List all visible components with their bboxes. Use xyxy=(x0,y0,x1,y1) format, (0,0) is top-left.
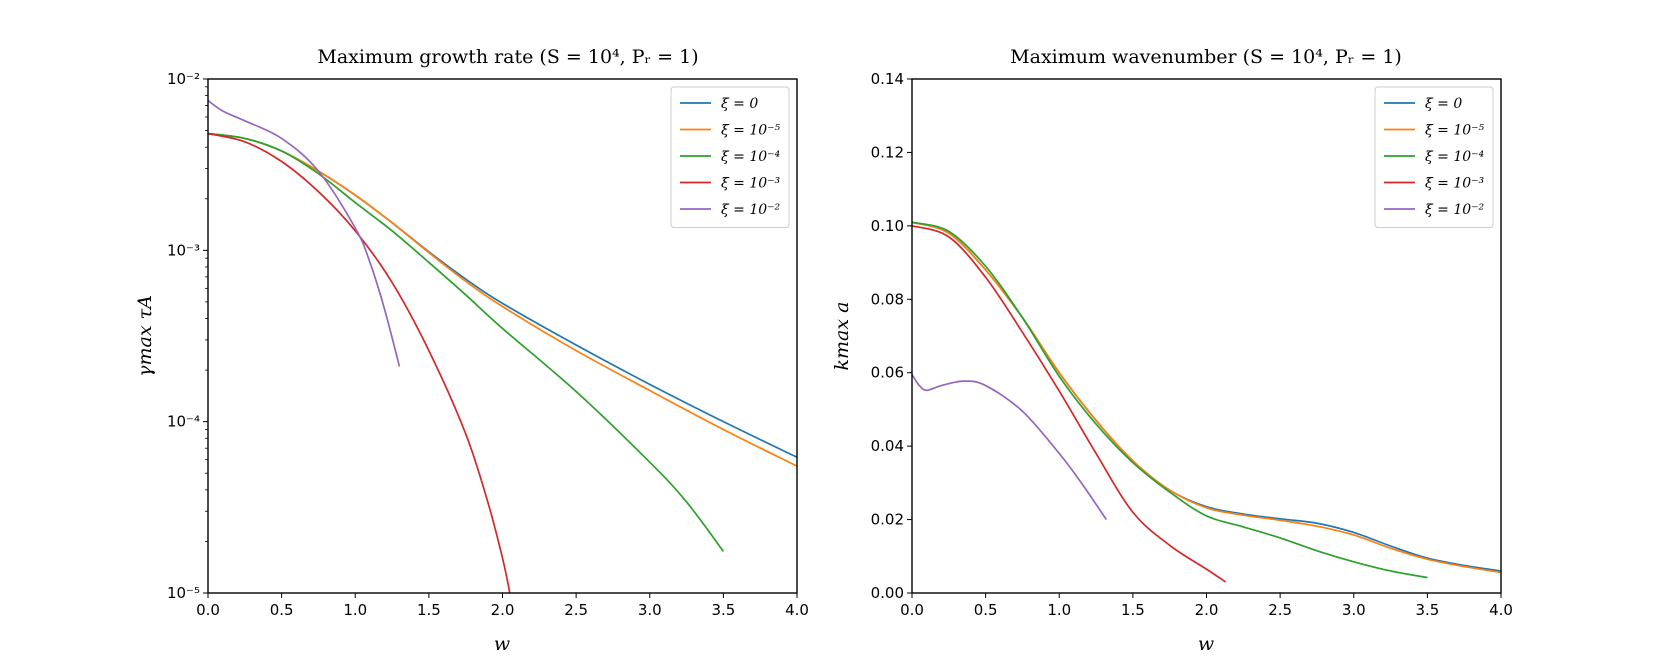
growth-rate-xlabel: w xyxy=(494,633,510,655)
growth-rate-xtick-label: 4.0 xyxy=(785,601,809,619)
growth-rate-legend-label: ξ = 10⁻³ xyxy=(721,176,781,192)
wavenumber-ytick-label: 0.00 xyxy=(871,584,904,602)
wavenumber-ytick-label: 0.10 xyxy=(871,217,904,235)
wavenumber-xtick-label: 0.0 xyxy=(900,601,924,619)
growth-rate-ytick-label: 10⁻³ xyxy=(167,241,200,259)
wavenumber-legend-label: ξ = 10⁻³ xyxy=(1425,176,1485,192)
growth-rate-xtick-label: 1.0 xyxy=(343,601,367,619)
growth-rate-ytick-label: 10⁻² xyxy=(167,70,200,88)
wavenumber-xtick-label: 2.0 xyxy=(1195,601,1219,619)
wavenumber-ytick-label: 0.02 xyxy=(871,511,904,529)
wavenumber-legend-label: ξ = 0 xyxy=(1425,96,1462,112)
wavenumber-xtick-label: 1.5 xyxy=(1121,601,1145,619)
growth-rate-legend-label: ξ = 10⁻² xyxy=(721,202,781,218)
wavenumber-ytick-label: 0.14 xyxy=(871,70,904,88)
growth-rate-legend-label: ξ = 0 xyxy=(721,96,758,112)
wavenumber-xlabel: w xyxy=(1198,633,1214,655)
growth-rate-xtick-label: 2.5 xyxy=(564,601,588,619)
wavenumber-ytick-label: 0.12 xyxy=(871,143,904,161)
wavenumber-legend-box xyxy=(1374,86,1494,228)
growth-rate-xtick-label: 0.5 xyxy=(270,601,294,619)
wavenumber-ytick-label: 0.08 xyxy=(871,290,904,308)
wavenumber-series-line-1 xyxy=(912,221,1501,574)
growth-rate-series-line-3 xyxy=(208,132,511,593)
wavenumber-xtick-label: 3.5 xyxy=(1415,601,1439,619)
wavenumber-ytick-label: 0.06 xyxy=(871,364,904,382)
growth-rate-legend-label: ξ = 10⁻⁴ xyxy=(721,149,781,165)
wavenumber-ylabel: kmax a xyxy=(831,302,853,371)
wavenumber-legend-label: ξ = 10⁻⁴ xyxy=(1425,149,1485,165)
wavenumber-series-line-2 xyxy=(912,221,1428,579)
growth-rate-panel: Maximum growth rate (S = 10⁴, Pᵣ = 1) 0.… xyxy=(134,46,809,655)
growth-rate-series-line-2 xyxy=(208,132,725,552)
wavenumber-title: Maximum wavenumber (S = 10⁴, Pᵣ = 1) xyxy=(1010,46,1402,68)
wavenumber-panel: Maximum wavenumber (S = 10⁴, Pᵣ = 1) 0.0… xyxy=(831,46,1513,655)
wavenumber-ytick-label: 0.04 xyxy=(871,437,904,455)
growth-rate-xtick-label: 0.0 xyxy=(196,601,220,619)
growth-rate-title: Maximum growth rate (S = 10⁴, Pᵣ = 1) xyxy=(317,46,698,68)
growth-rate-xtick-label: 3.0 xyxy=(638,601,662,619)
growth-rate-ylabel: γmax τA xyxy=(134,295,156,377)
growth-rate-ytick-label: 10⁻⁵ xyxy=(167,584,200,602)
wavenumber-series-line-3 xyxy=(912,225,1227,583)
growth-rate-legend-box xyxy=(670,86,790,228)
growth-rate-series-line-4 xyxy=(208,99,401,367)
growth-rate-ytick-label: 10⁻⁴ xyxy=(167,413,200,431)
wavenumber-xtick-label: 0.5 xyxy=(974,601,998,619)
growth-rate-xtick-label: 1.5 xyxy=(417,601,441,619)
growth-rate-xtick-label: 3.5 xyxy=(711,601,735,619)
wavenumber-xtick-label: 3.0 xyxy=(1342,601,1366,619)
wavenumber-legend-label: ξ = 10⁻² xyxy=(1425,202,1485,218)
wavenumber-series-line-4 xyxy=(912,374,1108,521)
wavenumber-legend-label: ξ = 10⁻⁵ xyxy=(1425,123,1485,139)
wavenumber-series-line-0 xyxy=(912,221,1501,572)
growth-rate-xtick-label: 2.0 xyxy=(491,601,515,619)
wavenumber-xtick-label: 1.0 xyxy=(1047,601,1071,619)
wavenumber-xtick-label: 4.0 xyxy=(1489,601,1513,619)
growth-rate-legend-label: ξ = 10⁻⁵ xyxy=(721,123,781,139)
wavenumber-xtick-label: 2.5 xyxy=(1268,601,1292,619)
